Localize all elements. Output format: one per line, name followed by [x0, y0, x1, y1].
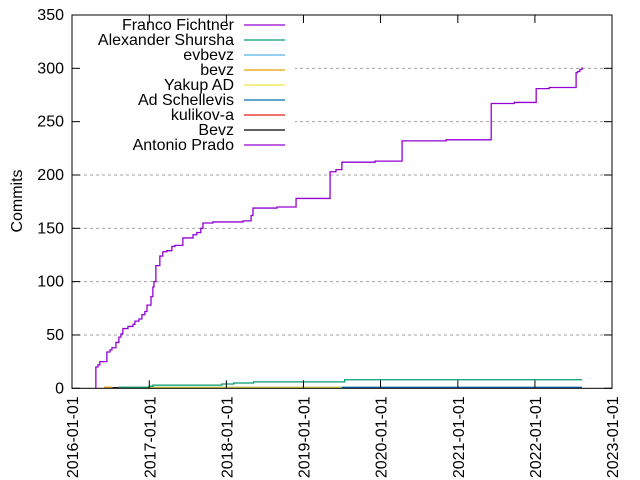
series-line-alexander-shursha [118, 379, 583, 388]
series-line-franco-fichtner [95, 67, 583, 389]
x-tick-label: 2020-01-01 [374, 396, 391, 478]
legend-label: Franco Fichtner [122, 17, 235, 34]
x-tick-label: 2023-01-01 [605, 396, 622, 478]
axes: 0 50 100 150 200 250 300 350 2016-01-01 2017-01-0… [37, 7, 622, 478]
legend-label: bevz [200, 62, 234, 79]
legend-label: evbevz [183, 47, 234, 64]
x-tick-label: 2019-01-01 [296, 396, 313, 478]
series-lines [95, 67, 583, 389]
legend-label: Antonio Prado [133, 137, 235, 154]
legend-label: Yakup AD [164, 77, 234, 94]
legend-label: Ad Schellevis [138, 92, 234, 109]
x-tick-label: 2017-01-01 [142, 396, 159, 478]
y-tick-label: 150 [37, 220, 64, 237]
y-tick-label: 200 [37, 167, 64, 184]
x-tick-label: 2016-01-01 [65, 396, 82, 478]
y-tick-label: 300 [37, 60, 64, 77]
y-tick-label: 50 [46, 327, 64, 344]
y-tick-label: 0 [55, 380, 64, 397]
y-axis-label: Commits [9, 169, 26, 232]
y-tick-label: 100 [37, 274, 64, 291]
plot-border [71, 14, 613, 389]
y-tick-label: 250 [37, 114, 64, 131]
x-tick-label: 2022-01-01 [528, 396, 545, 478]
x-tick-label: 2018-01-01 [219, 396, 236, 478]
legend-label: Alexander Shursha [98, 32, 234, 49]
legend-label: kulikov-a [171, 107, 234, 124]
x-tick-label: 2021-01-01 [451, 396, 468, 478]
legend-label: Bevz [198, 122, 234, 139]
y-tick-label: 350 [37, 7, 64, 24]
